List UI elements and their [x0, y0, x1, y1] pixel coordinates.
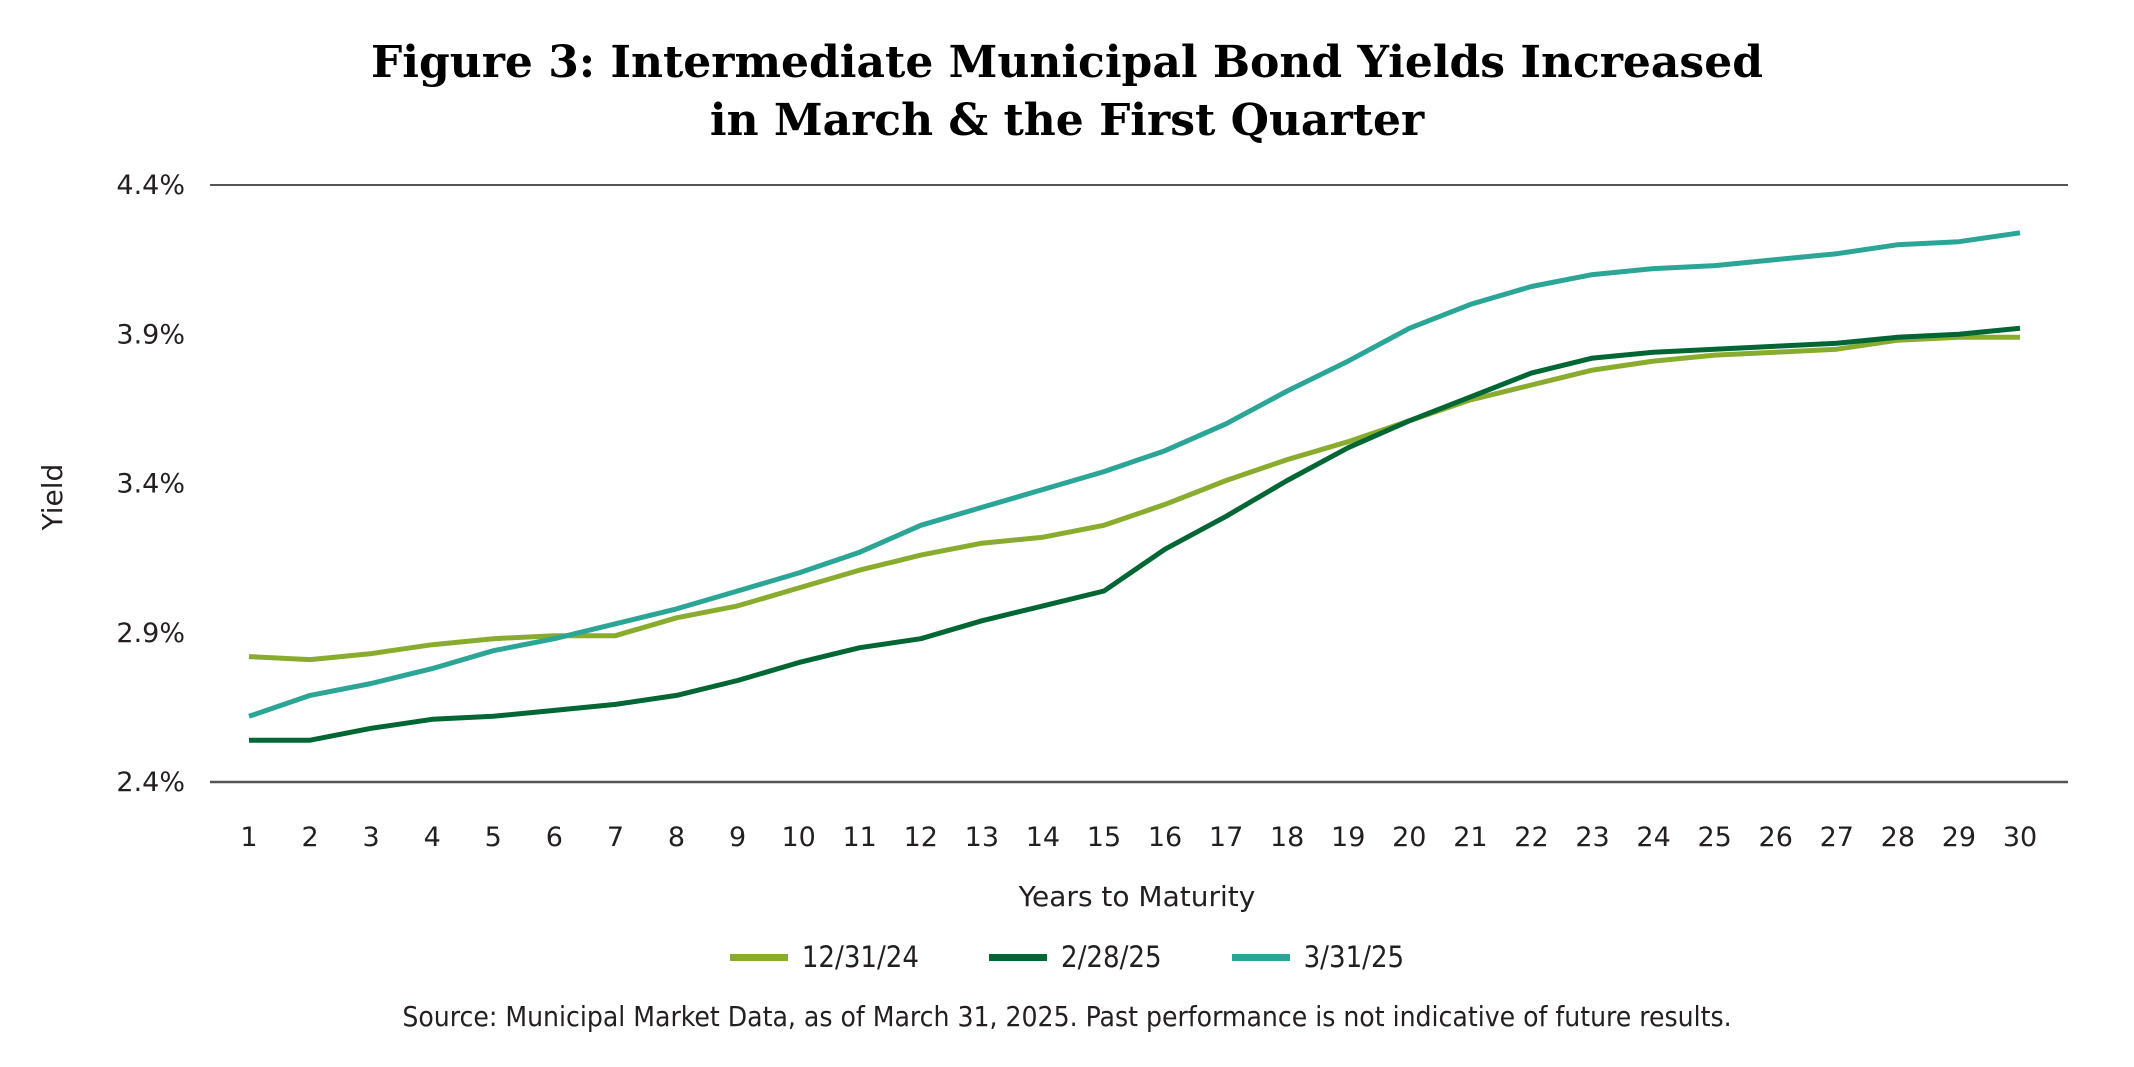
- series-lines: [248, 230, 2021, 743]
- legend-label: 3/31/25: [1303, 940, 1405, 974]
- legend-swatch: [1231, 953, 1290, 961]
- line-chart: 2.4%2.9%3.4%3.9%4.4% 1 2 3 4 5 6 7 8 9 10 11 12 13 14…: [36, 170, 2068, 913]
- legend-label: 12/31/24: [801, 940, 919, 974]
- x-tick-label: 11: [843, 822, 877, 853]
- chart-title-line-2: in March & the First Quarter: [709, 95, 1425, 146]
- x-axis-label: Years to Maturity: [1018, 880, 1256, 913]
- x-tick-label: 19: [1331, 822, 1365, 853]
- source-note: Source: Municipal Market Data, as of Mar…: [402, 1000, 1732, 1033]
- x-tick-label: 18: [1270, 822, 1304, 853]
- x-tick-label: 4: [424, 822, 441, 853]
- x-tick-label: 15: [1087, 822, 1121, 853]
- x-tick-label: 14: [1026, 822, 1060, 853]
- x-tick-label: 27: [1820, 822, 1854, 853]
- x-tick-label: 30: [2003, 822, 2037, 853]
- x-tick-label: 1: [240, 822, 257, 853]
- x-tick-label: 3: [363, 822, 380, 853]
- legend: 12/31/24 2/28/25 3/31/25: [0, 940, 2134, 974]
- x-tick-label: 7: [607, 822, 624, 853]
- y-tick-label: 2.9%: [116, 618, 185, 649]
- y-axis-ticks: 2.4% 2.9% 3.4% 3.9% 4.4%: [116, 170, 185, 798]
- chart-title: Figure 3: Intermediate Municipal Bond Yi…: [0, 34, 2134, 150]
- x-tick-label: 5: [485, 822, 502, 853]
- legend-item-2-28-25: 2/28/25: [989, 940, 1162, 974]
- legend-swatch: [989, 953, 1047, 961]
- x-tick-label: 24: [1636, 822, 1670, 853]
- x-tick-label: 10: [781, 822, 815, 853]
- x-tick-label: 28: [1881, 822, 1915, 853]
- x-tick-label: 13: [965, 822, 999, 853]
- x-tick-label: 20: [1392, 822, 1426, 853]
- x-tick-label: 16: [1148, 822, 1182, 853]
- y-tick-label: 4.4%: [116, 170, 185, 201]
- legend-label: 2/28/25: [1061, 940, 1162, 974]
- legend-swatch: [729, 953, 788, 961]
- legend-item-3-31-25: 3/31/25: [1231, 940, 1405, 974]
- x-tick-label: 17: [1209, 822, 1243, 853]
- x-tick-label: 25: [1697, 822, 1731, 853]
- y-axis-label: Yield: [36, 464, 69, 532]
- x-tick-label: 6: [546, 822, 563, 853]
- x-tick-label: 23: [1575, 822, 1609, 853]
- legend-item-12-31-24: 12/31/24: [729, 940, 919, 974]
- series-line-12-31-24: [248, 334, 2020, 663]
- x-tick-label: 26: [1759, 822, 1793, 853]
- series-line-3-31-25: [248, 230, 2021, 719]
- x-tick-label: 8: [668, 822, 685, 853]
- y-tick-label: 3.4%: [116, 469, 185, 500]
- x-tick-label: 21: [1453, 822, 1487, 853]
- chart-title-line-1: Figure 3: Intermediate Municipal Bond Yi…: [371, 37, 1763, 88]
- gridlines: [210, 184, 2068, 784]
- y-tick-label: 2.4%: [116, 767, 185, 798]
- x-tick-label: 2: [301, 822, 318, 853]
- x-tick-label: 12: [904, 822, 938, 853]
- y-tick-label: 3.9%: [116, 319, 185, 350]
- x-tick-label: 29: [1942, 822, 1976, 853]
- x-axis-ticks: 1 2 3 4 5 6 7 8 9 10 11 12 13 14 15 16 17 18 19 20 21 22 23 24 2…: [240, 822, 2037, 853]
- x-tick-label: 22: [1514, 822, 1548, 853]
- x-tick-label: 9: [729, 822, 746, 853]
- series-line-2-28-25: [249, 325, 2021, 743]
